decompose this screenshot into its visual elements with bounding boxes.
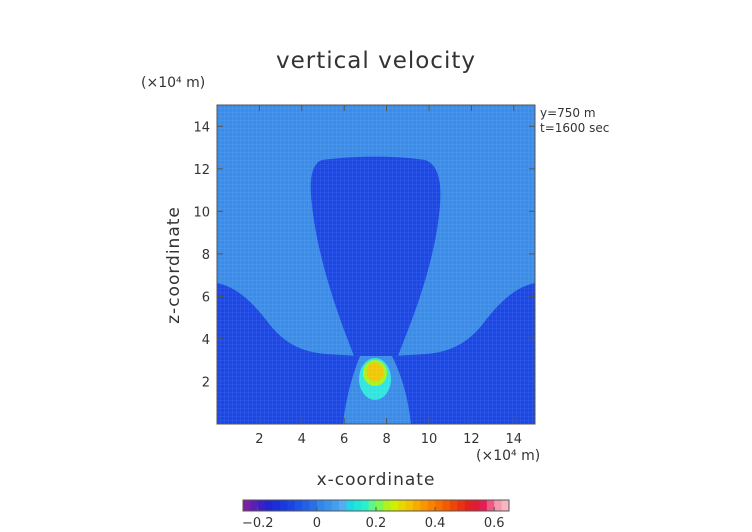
colorbar-swatch xyxy=(442,500,451,511)
colorbar-swatch xyxy=(376,500,384,511)
plot-frame xyxy=(216,104,536,425)
colorbar-swatch xyxy=(339,500,347,511)
colorbar-swatch xyxy=(279,500,288,511)
y-tick-label: 2 xyxy=(202,375,210,390)
y-tick-label: 6 xyxy=(202,290,210,305)
colorbar-swatch xyxy=(287,500,296,511)
colorbar-swatch xyxy=(494,500,503,511)
colorbar-swatch xyxy=(420,500,429,511)
colorbar-swatch xyxy=(324,500,333,511)
colorbar-swatch xyxy=(479,500,488,511)
y-tick-label: 8 xyxy=(202,248,210,263)
x-tick-label: 14 xyxy=(506,432,523,447)
y-axis-unit: (×10⁴ m) xyxy=(141,75,206,91)
colorbar-swatch xyxy=(398,500,406,511)
colorbar-tick-label: 0.4 xyxy=(425,516,446,531)
colorbar-swatch xyxy=(435,500,443,511)
colorbar-swatch xyxy=(464,500,473,511)
colorbar-swatch xyxy=(294,500,303,511)
colorbar-swatch xyxy=(302,500,310,511)
colorbar-swatch xyxy=(353,500,362,511)
y-tick-label: 12 xyxy=(193,163,210,178)
x-tick-label: 4 xyxy=(298,432,306,447)
colorbar-tick-label: 0 xyxy=(313,516,321,531)
colorbar-swatch xyxy=(257,500,266,511)
x-tick-label: 8 xyxy=(382,432,390,447)
y-tick-label: 10 xyxy=(193,205,210,220)
colorbar-swatch xyxy=(486,500,495,511)
colorbar-swatch xyxy=(449,500,458,511)
x-tick-label: 12 xyxy=(463,432,480,447)
colorbar-swatch xyxy=(390,500,399,511)
colorbar-swatch xyxy=(427,500,436,511)
colorbar-tick-label: 0.2 xyxy=(366,516,387,531)
x-tick-label: 10 xyxy=(421,432,438,447)
colorbar-swatch xyxy=(457,500,466,511)
y-tick-label: 4 xyxy=(202,333,210,348)
chart-title: vertical velocity xyxy=(276,48,476,74)
annotation-time: t=1600 sec xyxy=(540,121,610,135)
colorbar-swatch xyxy=(501,500,510,511)
colorbar-swatch xyxy=(316,500,325,511)
y-tick-label: 14 xyxy=(193,120,210,135)
x-axis-label: x-coordinate xyxy=(316,470,436,490)
colorbar-swatch xyxy=(265,500,273,511)
x-tick-label: 6 xyxy=(340,432,348,447)
colorbar-swatch xyxy=(361,500,370,511)
colorbar-swatch xyxy=(243,500,251,511)
colorbar-tick-label: −0.2 xyxy=(242,516,274,531)
colorbar-swatch xyxy=(346,500,355,511)
colorbar-swatch xyxy=(309,500,318,511)
colorbar-swatch xyxy=(368,500,377,511)
colorbar-swatch xyxy=(405,500,414,511)
colorbar-swatch xyxy=(383,500,392,511)
colorbar-swatch xyxy=(331,500,340,511)
colorbar-swatch xyxy=(272,500,281,511)
annotation-y-position: y=750 m xyxy=(540,106,596,120)
colorbar-swatch xyxy=(250,500,259,511)
colorbar-tick-label: 0.6 xyxy=(484,516,505,531)
colorbar-swatch xyxy=(412,500,421,511)
x-axis-unit: (×10⁴ m) xyxy=(476,448,541,464)
colorbar-swatch xyxy=(472,500,480,511)
x-tick-label: 2 xyxy=(255,432,263,447)
